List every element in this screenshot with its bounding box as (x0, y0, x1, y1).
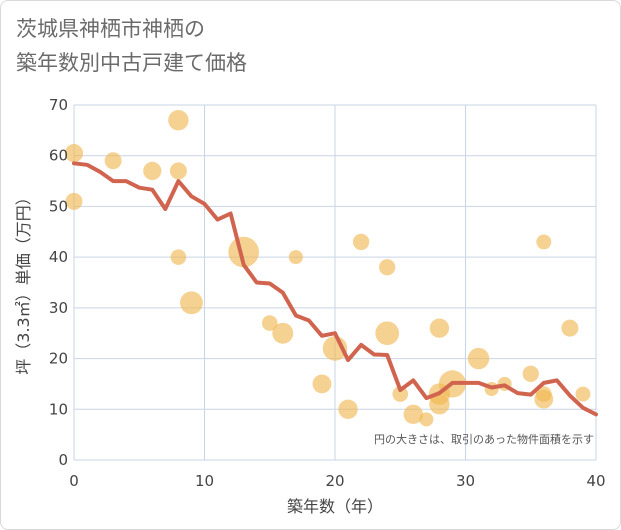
average-price-line (72, 161, 598, 417)
x-tick-label: 20 (325, 472, 344, 490)
x-tick-label: 30 (456, 472, 475, 490)
bubble-point (467, 347, 490, 370)
bubble-point (575, 386, 591, 402)
bubble-point (379, 259, 396, 276)
bubble-point (375, 321, 400, 346)
x-tick-label: 40 (586, 472, 605, 490)
y-tick-label: 20 (49, 350, 68, 368)
x-tick-label: 10 (195, 472, 214, 490)
bubble-point (261, 315, 278, 331)
chart-title-line-2: 築年数別中古戸建て価格 (16, 51, 247, 75)
bubble-point (272, 322, 294, 344)
y-tick-label: 10 (49, 400, 68, 418)
bubble-point (392, 386, 409, 402)
bubble-point (312, 374, 332, 394)
bubble-point (536, 234, 552, 250)
y-tick-label: 30 (49, 299, 68, 317)
bubble-point (338, 399, 358, 419)
bubble-point (65, 192, 83, 210)
bubble-point (288, 250, 303, 265)
bubble-point (429, 318, 450, 338)
y-tick-label: 60 (49, 147, 68, 165)
bubble-point (169, 162, 187, 180)
bubble-point (168, 109, 189, 131)
y-tick-label: 0 (58, 451, 68, 469)
x-tick-label: 0 (69, 472, 79, 490)
x-axis-title: 築年数（年） (287, 497, 383, 516)
bubble-point (64, 144, 84, 163)
y-tick-label: 40 (49, 248, 68, 266)
tick-labels: 0 10 20 30 40 0 10 20 30 40 50 60 70 (49, 96, 606, 490)
bubble-point (522, 365, 539, 382)
bubble-size-note: 円の大きさは、取引のあった物件面積を示す (374, 432, 594, 446)
y-axis-title: 坪（3.3㎡）単価（万円） (14, 189, 33, 374)
bubble-point (180, 291, 203, 315)
bubble-point (104, 152, 122, 170)
bubble-point (403, 404, 423, 425)
chart-title-line-1: 茨城県神栖市神栖の (16, 17, 205, 41)
bubble-point (419, 412, 434, 427)
y-tick-label: 70 (49, 96, 68, 114)
bubble-point (170, 249, 187, 265)
bubble-point (535, 386, 552, 402)
bubble-series (64, 109, 591, 427)
bubble-point (228, 236, 259, 268)
chart-title: 茨城県神栖市神栖の 築年数別中古戸建て価格 (16, 12, 247, 80)
bubble-point (352, 233, 370, 251)
line-series (72, 161, 598, 417)
bubble-point (561, 319, 579, 337)
y-tick-label: 50 (49, 197, 68, 215)
bubble-point (143, 161, 162, 181)
